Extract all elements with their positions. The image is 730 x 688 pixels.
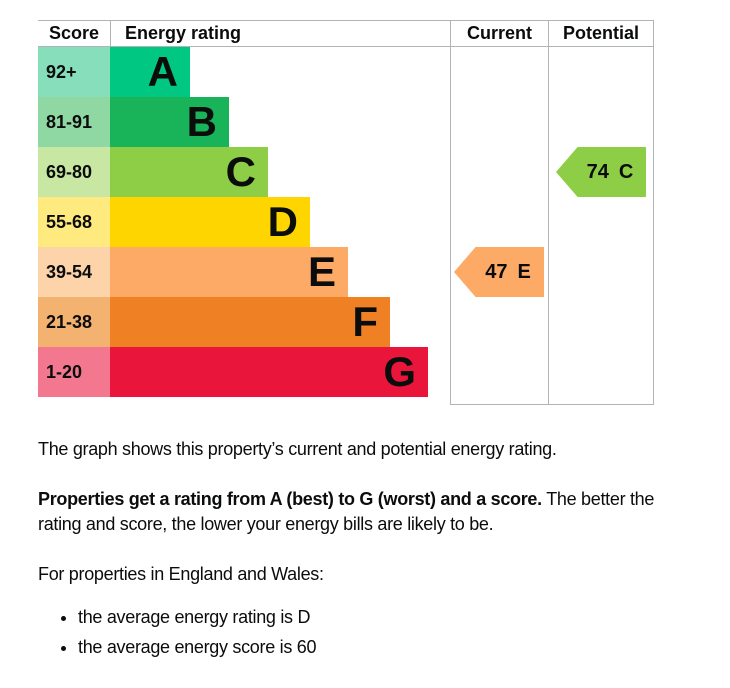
band-row: 92+ A [38, 47, 450, 97]
band-row: 1-20 G [38, 347, 450, 397]
score-column-header: Score [48, 23, 100, 43]
band-row: 81-91 B [38, 97, 450, 147]
band-bar-area: A [110, 47, 450, 97]
chart-body: 92+ A 81-91 B 69-80 C 55-68 D [38, 47, 653, 405]
band-bar-area: D [110, 197, 450, 247]
band-letter: C [225, 148, 256, 195]
chart-header-row: Score Energy rating Current Potential [38, 21, 653, 47]
band-letter: E [307, 248, 336, 295]
band-score-range: 69-80 [38, 147, 110, 197]
description-paragraph-2-rest: The better the rating and score, the low… [38, 489, 655, 534]
band-bar: G [110, 347, 428, 397]
description-paragraph-2: Properties get a rating from A (best) to… [38, 487, 692, 537]
band-rows: 92+ A 81-91 B 69-80 C 55-68 D [38, 47, 450, 405]
averages-bullet-list: the average energy rating is D the averag… [38, 605, 692, 660]
band-letter: D [267, 198, 298, 245]
description-paragraph-1: The graph shows this property’s current … [38, 439, 557, 459]
band-score-range: 21-38 [38, 297, 110, 347]
current-rating-arrow: 47 E [454, 247, 544, 297]
band-bar: B [110, 97, 229, 147]
epc-chart: Score Energy rating Current Potential 92… [38, 20, 654, 405]
band-bar-area: F [110, 297, 450, 347]
band-score-range: 1-20 [38, 347, 110, 397]
band-bar: C [110, 147, 268, 197]
band-row: 21-38 F [38, 297, 450, 347]
band-row: 39-54 E [38, 247, 450, 297]
band-bar: A [110, 47, 190, 97]
potential-column: 74 C [548, 47, 653, 405]
band-score-range: 81-91 [38, 97, 110, 147]
potential-rating-value: 74 [586, 160, 609, 183]
band-row: 55-68 D [38, 197, 450, 247]
bullet-item: the average energy score is 60 [78, 635, 692, 660]
potential-column-header: Potential [548, 21, 653, 46]
potential-rating-letter: C [618, 160, 634, 183]
energy-rating-column-header: Energy rating [110, 21, 450, 46]
chart-description: The graph shows this property’s current … [38, 437, 692, 660]
band-score-range: 39-54 [38, 247, 110, 297]
current-column: 47 E [450, 47, 548, 405]
description-paragraph-3: For properties in England and Wales: [38, 564, 324, 584]
band-bar-area: B [110, 97, 450, 147]
band-bar-area: C [110, 147, 450, 197]
potential-rating-arrow: 74 C [556, 147, 646, 197]
band-letter: B [186, 98, 217, 145]
band-score-range: 55-68 [38, 197, 110, 247]
band-bar: D [110, 197, 310, 247]
bullet-item: the average energy rating is D [78, 605, 692, 630]
current-column-header: Current [450, 21, 548, 46]
band-letter: G [383, 348, 416, 395]
description-paragraph-2-bold: Properties get a rating from A (best) to… [38, 489, 542, 509]
band-bar-area: G [110, 347, 450, 397]
band-bar: E [110, 247, 348, 297]
current-rating-value: 47 [485, 260, 508, 283]
band-letter: F [352, 298, 378, 345]
band-bar-area: E [110, 247, 450, 297]
current-rating-letter: E [517, 260, 531, 283]
band-score-range: 92+ [38, 47, 110, 97]
epc-page: Score Energy rating Current Potential 92… [0, 0, 730, 660]
band-bar: F [110, 297, 390, 347]
band-letter: A [147, 48, 178, 95]
band-row: 69-80 C [38, 147, 450, 197]
